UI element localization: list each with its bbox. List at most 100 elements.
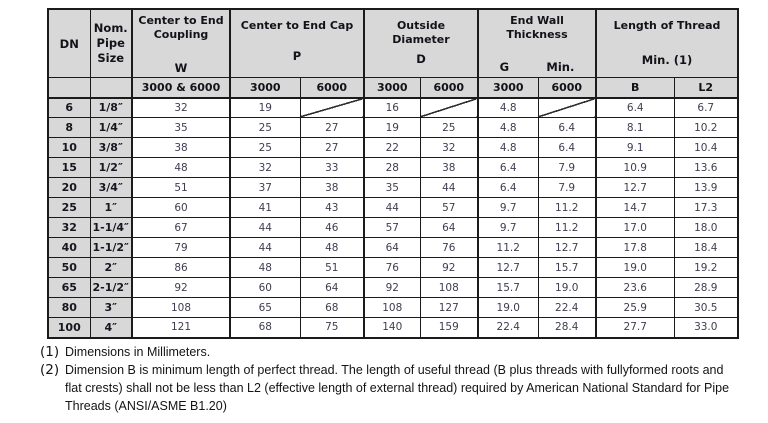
- value-cell: 6.4: [595, 97, 675, 118]
- value-cell: 25: [229, 137, 301, 158]
- value-cell: 6.7: [673, 97, 739, 118]
- value-cell: 37: [229, 177, 301, 198]
- value-cell: 60: [131, 197, 231, 218]
- value-cell: 17.3: [673, 197, 739, 218]
- group-symbol: G: [499, 60, 510, 74]
- value-cell: 19: [229, 97, 301, 118]
- subheader-w-class: 3000 & 6000: [131, 77, 231, 99]
- value-cell: 8.1: [595, 117, 675, 138]
- value-cell: 35: [131, 117, 231, 138]
- value-cell: 108: [363, 297, 421, 318]
- group-symbol: D: [416, 52, 426, 66]
- value-cell: 23.6: [595, 277, 675, 298]
- value-cell: 57: [419, 197, 479, 218]
- value-cell: 65: [229, 297, 301, 318]
- header-row-classes: 3000 & 6000 3000 6000 3000 6000 3000 600…: [47, 77, 739, 99]
- table-row: 8 1/4″ 35 25 27 19 25 4.8 6.4 8.1 10.2: [47, 117, 739, 138]
- table-header: DN Nom. Pipe Size Center to End Coupling…: [47, 8, 739, 99]
- table-row: 10 3/8″ 38 25 27 22 32 4.8 6.4 9.1 10.4: [47, 137, 739, 158]
- pipe-size-cell: 2-1/2″: [89, 277, 133, 298]
- value-cell: 9.7: [477, 217, 539, 238]
- value-cell: 32: [419, 137, 479, 158]
- value-cell: 6.4: [477, 157, 539, 178]
- table-row: 80 3″ 108 65 68 108 127 19.0 22.4 25.9 30.5: [47, 297, 739, 318]
- subheader-g-6000: 6000: [537, 77, 597, 99]
- group-symbol: Min. (1): [641, 53, 693, 67]
- subheader-d-6000: 6000: [419, 77, 479, 99]
- value-cell: 19.0: [477, 297, 539, 318]
- value-cell: 10.4: [673, 137, 739, 158]
- value-cell: 18.0: [673, 217, 739, 238]
- value-cell: 108: [419, 277, 479, 298]
- value-cell: 48: [131, 157, 231, 178]
- dn-cell: 50: [47, 257, 91, 278]
- subheader-g-3000: 3000: [477, 77, 539, 99]
- value-cell: 75: [299, 317, 365, 339]
- subheader-d-3000: 3000: [363, 77, 421, 99]
- value-cell: 35: [363, 177, 421, 198]
- value-cell: 64: [299, 277, 365, 298]
- value-cell: 48: [229, 257, 301, 278]
- value-cell: 48: [299, 237, 365, 258]
- value-cell: 6.4: [477, 177, 539, 198]
- value-cell: 41: [229, 197, 301, 218]
- value-cell: 19.0: [537, 277, 597, 298]
- dn-cell: 65: [47, 277, 91, 298]
- pipe-size-cell: 2″: [89, 257, 133, 278]
- footnote-text: Dimensions in Millimeters.: [65, 345, 211, 359]
- value-cell: 51: [299, 257, 365, 278]
- value-cell: 46: [299, 217, 365, 238]
- table-row: 65 2-1/2″ 92 60 64 92 108 15.7 19.0 23.6 28.9: [47, 277, 739, 298]
- subheader-l2: L2: [673, 77, 739, 99]
- value-cell: 159: [419, 317, 479, 339]
- value-cell: 13.9: [673, 177, 739, 198]
- value-cell: 92: [363, 277, 421, 298]
- pipe-dimensions-table: DN Nom. Pipe Size Center to End Coupling…: [47, 8, 740, 339]
- value-cell: 12.7: [595, 177, 675, 198]
- value-cell: 10.2: [673, 117, 739, 138]
- pipe-size-cell: 1/8″: [89, 97, 133, 118]
- footnote-marker: (2): [40, 362, 60, 378]
- pipe-size-line: Nom.: [93, 21, 128, 36]
- value-cell: 32: [229, 157, 301, 178]
- header-row-groups: DN Nom. Pipe Size Center to End Coupling…: [47, 8, 739, 78]
- value-cell: 64: [419, 217, 479, 238]
- table-row: 40 1-1/2″ 79 44 48 64 76 11.2 12.7 17.8 18.4: [47, 237, 739, 258]
- table-body: 6 1/8″ 32 19 16 4.8 6.4 6.7 8 1/4″ 35 25 27 19 25 4.8 6.…: [47, 97, 739, 339]
- value-cell: 12.7: [537, 237, 597, 258]
- value-cell: 7.9: [537, 177, 597, 198]
- table-row: 25 1″ 60 41 43 44 57 9.7 11.2 14.7 17.3: [47, 197, 739, 218]
- value-cell: 92: [131, 277, 231, 298]
- group-title: Length of Thread: [613, 19, 721, 32]
- value-cell: 17.0: [595, 217, 675, 238]
- value-cell: 25: [229, 117, 301, 138]
- value-cell: 68: [299, 297, 365, 318]
- value-cell: 38: [131, 137, 231, 158]
- value-cell: 44: [229, 217, 301, 238]
- value-cell: 44: [419, 177, 479, 198]
- value-cell: 60: [229, 277, 301, 298]
- pipe-size-cell: 4″: [89, 317, 133, 339]
- value-cell: 9.7: [477, 197, 539, 218]
- value-cell: 22.4: [537, 297, 597, 318]
- value-cell: 6.4: [537, 117, 597, 138]
- value-cell: 27: [299, 117, 365, 138]
- value-cell: 18.4: [673, 237, 739, 258]
- value-cell: 4.8: [477, 137, 539, 158]
- value-cell: 11.2: [537, 217, 597, 238]
- table-row: 20 3/4″ 51 37 38 35 44 6.4 7.9 12.7 13.9: [47, 177, 739, 198]
- group-symbol: P: [292, 49, 302, 63]
- value-cell: 44: [363, 197, 421, 218]
- value-cell: 27.7: [595, 317, 675, 339]
- footnote-1: (1) Dimensions in Millimeters.: [40, 343, 742, 361]
- dn-cell: 6: [47, 97, 91, 118]
- value-cell: 10.9: [595, 157, 675, 178]
- dn-cell: 100: [47, 317, 91, 339]
- value-cell: 27: [299, 137, 365, 158]
- group-header-end-cap: Center to End Cap P: [229, 8, 365, 78]
- table-row: 6 1/8″ 32 19 16 4.8 6.4 6.7: [47, 97, 739, 118]
- value-cell: 68: [229, 317, 301, 339]
- value-cell: 51: [131, 177, 231, 198]
- value-cell: 121: [131, 317, 231, 339]
- value-cell: 6.4: [537, 137, 597, 158]
